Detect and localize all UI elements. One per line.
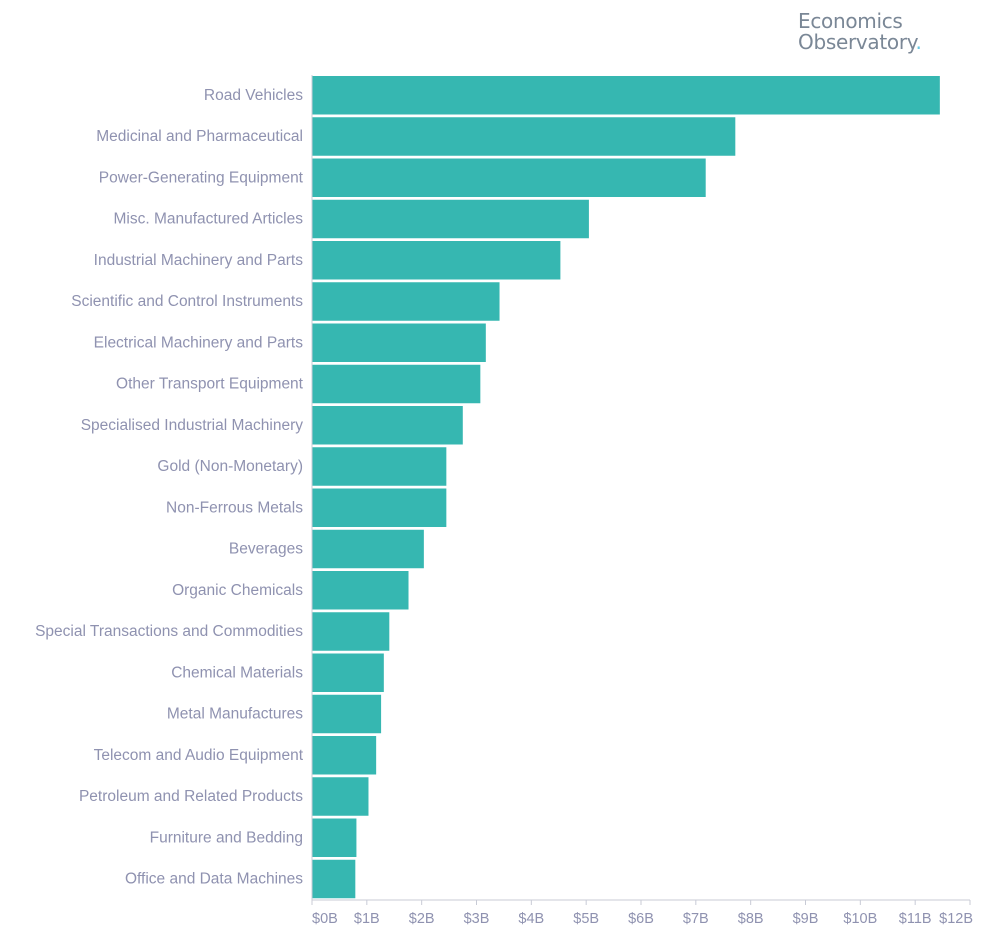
category-label-gold-non-monetary: Gold (Non-Monetary)	[157, 458, 303, 475]
bar-medicinal-and-pharmaceutical	[312, 117, 736, 156]
bar-special-transactions-and-commodities	[312, 612, 390, 651]
bar-gold-non-monetary	[312, 447, 447, 486]
bar-beverages	[312, 529, 424, 569]
bar-other-transport-equipment	[312, 364, 481, 404]
bar-non-ferrous-metals	[312, 488, 447, 527]
bar-petroleum-and-related-products	[312, 777, 369, 816]
bar-specialised-industrial-machinery	[312, 406, 463, 445]
axes-group	[311, 75, 970, 901]
brand-logo: Economics Observatory.	[798, 11, 968, 53]
x-tick-label-11: $11B	[899, 911, 932, 927]
bars-group	[312, 76, 940, 899]
x-tick-label-0: $0B	[312, 911, 338, 927]
category-labels: Road Vehicles Medicinal and Pharmaceutica…	[35, 87, 304, 888]
x-tick-label-5: $5B	[573, 911, 599, 927]
category-label-organic-chemicals: Organic Chemicals	[172, 582, 303, 599]
bar-scientific-and-control-instruments	[312, 282, 500, 321]
bar-power-generating-equipment	[312, 158, 706, 197]
brand-line-2-text: Observatory	[798, 30, 916, 54]
bar-telecom-and-audio-equipment	[312, 736, 377, 775]
category-label-non-ferrous-metals: Non-Ferrous Metals	[166, 499, 303, 516]
bar-industrial-machinery-and-parts	[312, 241, 561, 280]
brand-line-2: Observatory.	[798, 32, 968, 53]
x-tick-label-9: $9B	[793, 911, 819, 927]
category-label-petroleum-and-related-products: Petroleum and Related Products	[79, 788, 303, 805]
x-tick-label-2: $2B	[409, 911, 435, 927]
x-tick-label-8: $8B	[738, 911, 764, 927]
category-label-electrical-machinery-and-parts: Electrical Machinery and Parts	[94, 334, 304, 351]
x-tick-label-6: $6B	[628, 911, 654, 927]
category-label-scientific-and-control-instruments: Scientific and Control Instruments	[71, 293, 303, 310]
x-tick-label-10: $10B	[843, 911, 877, 927]
x-tick-label-1: $1B	[354, 911, 380, 927]
x-tick-label-3: $3B	[464, 911, 490, 927]
brand-dot: .	[915, 30, 922, 54]
bar-electrical-machinery-and-parts	[312, 323, 486, 362]
x-tick-label-4: $4B	[518, 911, 544, 927]
x-tick-label-12: $12B	[939, 911, 973, 927]
category-label-telecom-and-audio-equipment: Telecom and Audio Equipment	[94, 747, 304, 764]
category-label-specialised-industrial-machinery: Specialised Industrial Machinery	[81, 417, 304, 434]
x-tick-label-7: $7B	[683, 911, 709, 927]
bar-organic-chemicals	[312, 571, 409, 610]
category-label-metal-manufactures: Metal Manufactures	[167, 706, 303, 723]
category-label-beverages: Beverages	[229, 541, 303, 558]
category-label-misc-manufactured-articles: Misc. Manufactured Articles	[113, 211, 303, 228]
category-label-chemical-materials: Chemical Materials	[171, 664, 303, 681]
bar-office-and-data-machines	[312, 859, 356, 899]
bar-misc-manufactured-articles	[312, 199, 589, 239]
brand-line-1: Economics	[798, 9, 903, 33]
bar-furniture-and-bedding	[312, 818, 357, 857]
category-label-road-vehicles: Road Vehicles	[204, 87, 303, 104]
category-label-power-generating-equipment: Power-Generating Equipment	[99, 169, 304, 186]
category-label-medicinal-and-pharmaceutical: Medicinal and Pharmaceutical	[96, 128, 303, 145]
category-label-other-transport-equipment: Other Transport Equipment	[116, 376, 304, 393]
bar-road-vehicles	[312, 76, 940, 115]
category-label-office-and-data-machines: Office and Data Machines	[125, 871, 303, 888]
bar-chemical-materials	[312, 653, 384, 692]
x-axis-ticks: $0B $1B $2B $3B $4B $5B $6B $7B $8B $9B $10B $11B $1…	[311, 900, 973, 927]
category-label-special-transactions-and-commodities: Special Transactions and Commodities	[35, 623, 303, 640]
bar-metal-manufactures	[312, 694, 382, 734]
category-label-furniture-and-bedding: Furniture and Bedding	[150, 829, 303, 846]
category-label-industrial-machinery-and-parts: Industrial Machinery and Parts	[94, 252, 304, 269]
